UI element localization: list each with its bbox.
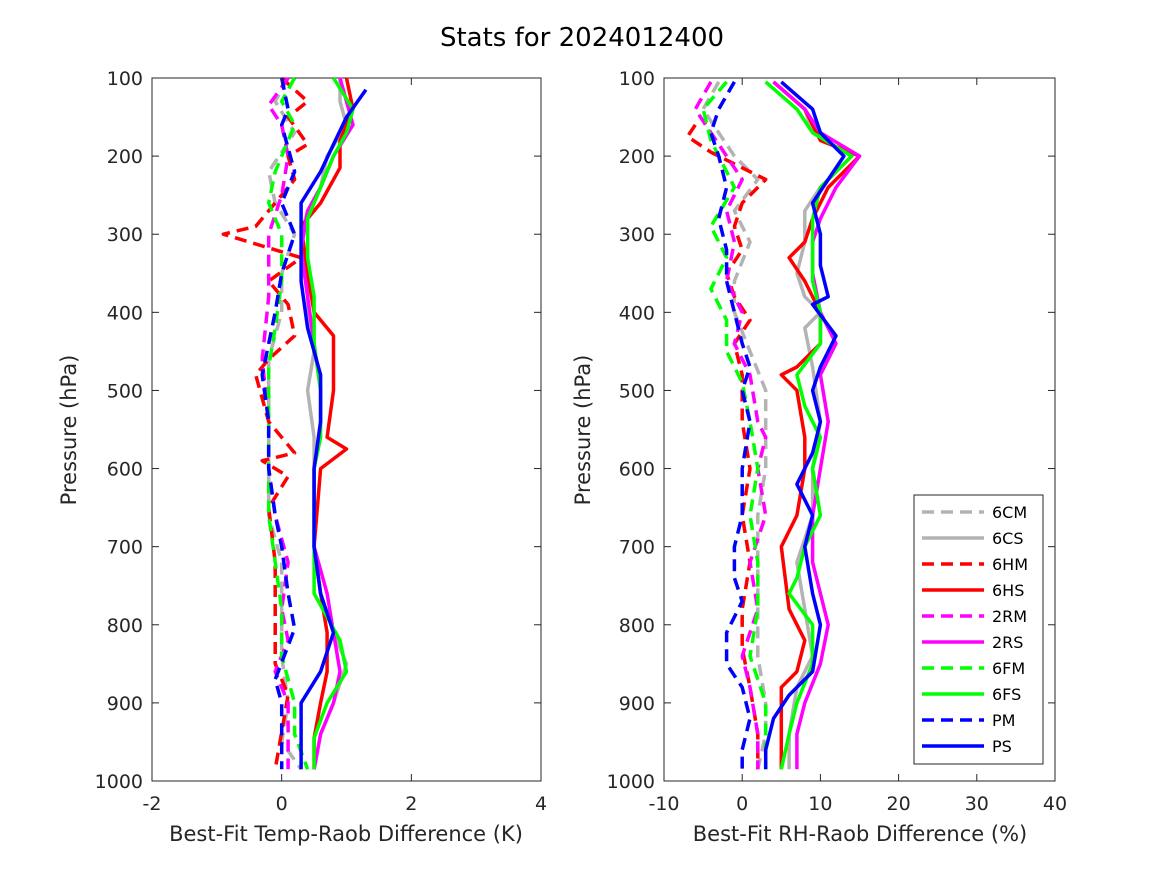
y-tick-label: 1000 — [607, 771, 655, 793]
legend-label-6fs: 6FS — [992, 685, 1021, 704]
y-tick-label: 900 — [107, 693, 143, 715]
series-line-ps — [299, 88, 368, 770]
legend-label-6hm: 6HM — [992, 555, 1028, 574]
y-tick-label: 400 — [619, 302, 655, 324]
x-tick-label: 30 — [965, 793, 989, 815]
series-layer — [685, 80, 862, 770]
y-tick-label: 300 — [619, 224, 655, 246]
series-line-ps — [763, 80, 846, 770]
series-line-pm — [260, 77, 297, 770]
y-tick-label: 900 — [619, 693, 655, 715]
x-axis-label: Best-Fit RH-Raob Difference (%) — [693, 822, 1027, 846]
series-line-6fm — [701, 80, 768, 770]
x-tick-label: 4 — [535, 793, 547, 815]
temp-diff-panel: -2 0 2 4 100 200 300 400 500 600 700 800 900 1000 Bes… — [57, 68, 547, 846]
legend: 6CM 6CS 6HM 6HS 2RM 2RS 6FM 6FS PM PS — [913, 494, 1044, 765]
x-tick-label: 0 — [736, 793, 748, 815]
tick-layer: -10 0 10 20 30 40 100 200 300 400 500 600 700 800 900 1… — [607, 68, 1067, 815]
rh-diff-panel: -10 0 10 20 30 40 100 200 300 400 500 600 700 800 900 1… — [571, 68, 1067, 846]
y-tick-label: 100 — [107, 68, 143, 90]
y-tick-label: 800 — [619, 615, 655, 637]
legend-label-2rs: 2RS — [992, 633, 1023, 652]
figure-title: Stats for 2024012400 — [440, 23, 724, 53]
legend-label-pm: PM — [992, 711, 1015, 730]
series-line-6cm — [701, 81, 768, 770]
x-axis-label: Best-Fit Temp-Raob Difference (K) — [169, 822, 523, 846]
legend-box — [913, 494, 1044, 765]
y-axis-label: Pressure (hPa) — [571, 355, 595, 506]
x-tick-label: -10 — [648, 793, 679, 815]
legend-label-6hs: 6HS — [992, 581, 1024, 600]
y-tick-label: 300 — [107, 224, 143, 246]
y-tick-label: 600 — [619, 459, 655, 481]
series-line-2rm — [693, 81, 768, 770]
x-tick-label: 10 — [808, 793, 832, 815]
series-line-6hm — [221, 76, 310, 770]
legend-label-6cs: 6CS — [992, 529, 1024, 548]
legend-label-ps: PS — [992, 737, 1012, 756]
x-tick-label: 0 — [276, 793, 288, 815]
series-line-6hs — [772, 80, 862, 770]
y-tick-label: 200 — [107, 146, 143, 168]
y-tick-label: 200 — [619, 146, 655, 168]
series-line-6fm — [266, 77, 310, 770]
plot-area-frame — [151, 77, 542, 782]
y-tick-label: 600 — [107, 459, 143, 481]
series-line-6hm — [685, 123, 768, 770]
series-layer — [221, 76, 368, 771]
y-tick-label: 700 — [619, 537, 655, 559]
series-line-pm — [709, 81, 752, 770]
y-tick-label: 1000 — [95, 771, 143, 793]
x-tick-label: -2 — [143, 793, 162, 815]
x-tick-label: 2 — [405, 793, 417, 815]
series-line-6cm — [266, 77, 303, 771]
legend-label-6cm: 6CM — [992, 503, 1027, 522]
y-axis-label: Pressure (hPa) — [57, 355, 81, 506]
x-tick-label: 20 — [887, 793, 911, 815]
y-tick-label: 500 — [107, 380, 143, 402]
legend-label-6fm: 6FM — [992, 659, 1025, 678]
series-line-2rs — [772, 80, 862, 770]
y-tick-label: 400 — [107, 302, 143, 324]
series-line-6hs — [299, 77, 355, 770]
x-tick-label: 40 — [1043, 793, 1067, 815]
y-tick-label: 800 — [107, 615, 143, 637]
y-tick-label: 100 — [619, 68, 655, 90]
y-tick-label: 500 — [619, 380, 655, 402]
tick-layer: -2 0 2 4 100 200 300 400 500 600 700 800 900 1000 — [95, 68, 547, 815]
legend-label-2rm: 2RM — [992, 607, 1027, 626]
y-tick-label: 700 — [107, 537, 143, 559]
